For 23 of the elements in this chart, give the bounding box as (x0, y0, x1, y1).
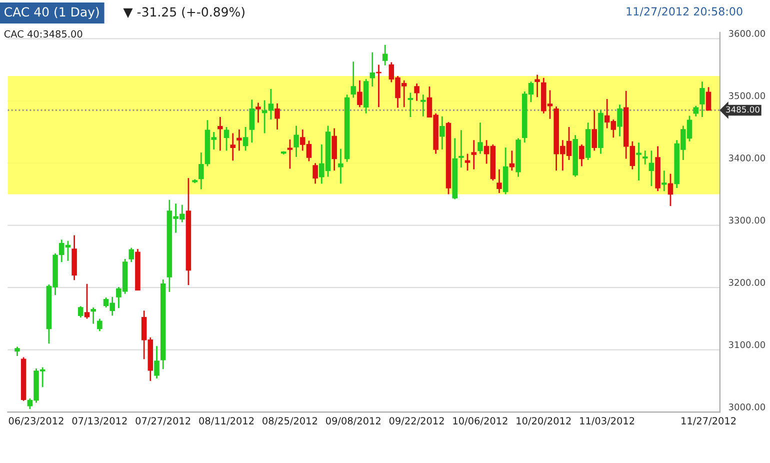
x-tick-label: 07/27/2012 (136, 417, 190, 426)
chart-title: CAC 40 (1 Day) (4, 6, 99, 20)
x-tick-label: 08/11/2012 (199, 417, 254, 426)
x-tick-label: 11/27/2012 (682, 417, 736, 426)
x-tick-label: 10/20/2012 (516, 417, 571, 426)
y-tick-label: 3300.00 (728, 216, 766, 224)
y-tick-label: 3400.00 (728, 154, 766, 162)
x-tick-label: 09/08/2012 (326, 417, 380, 426)
x-tick-label: 07/13/2012 (72, 417, 127, 426)
y-tick-label: 3000.00 (728, 403, 766, 410)
y-tick-label: 3500.00 (728, 92, 766, 100)
y-tick-label: 3100.00 (728, 341, 766, 348)
annotation: CAC 40:3485.00 (4, 30, 82, 38)
x-tick-label: 10/06/2012 (453, 417, 508, 426)
x-tick-label: 09/22/2012 (389, 417, 444, 426)
chart-subtitle: ▼ -31.25 (+-0.89%) (123, 6, 244, 18)
x-tick-label: 11/03/2012 (580, 417, 634, 426)
y-tick-label: 3600.00 (728, 30, 766, 37)
text: 11/27/2012 20:58:00 (626, 7, 742, 16)
x-tick-label: 06/23/2012 (8, 417, 64, 426)
ref-line-label: 3485.00 (726, 106, 760, 113)
x-tick-label: 08/25/2012 (262, 417, 317, 426)
y-tick-label: 3200.00 (728, 279, 766, 286)
